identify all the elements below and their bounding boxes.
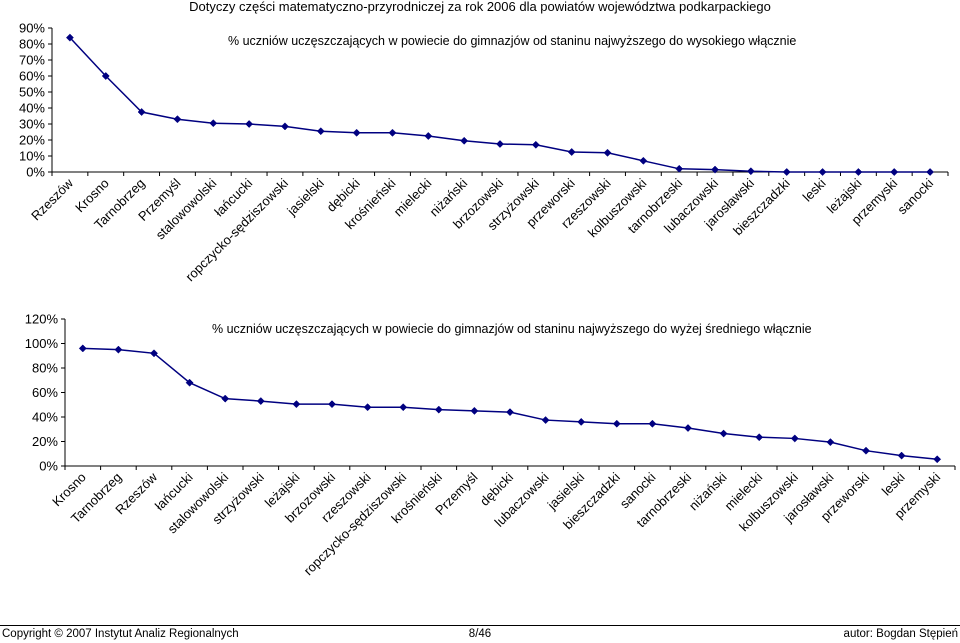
data-point bbox=[114, 345, 123, 354]
data-point bbox=[388, 128, 397, 137]
data-point bbox=[352, 128, 361, 137]
data-point bbox=[854, 168, 863, 176]
data-point bbox=[818, 168, 827, 176]
data-point bbox=[209, 119, 218, 128]
data-point bbox=[460, 136, 469, 145]
y-tick-label: 20% bbox=[19, 133, 45, 148]
x-tick-label: jasielski bbox=[283, 175, 327, 219]
data-point bbox=[746, 167, 755, 176]
chart-bottom: 0%20%40%60%80%100%120%KrosnoTarnobrzegRz… bbox=[25, 312, 956, 578]
data-point bbox=[755, 433, 764, 442]
y-tick-label: 60% bbox=[32, 385, 58, 400]
data-point bbox=[506, 408, 514, 417]
data-point bbox=[826, 438, 835, 447]
data-point bbox=[281, 122, 289, 131]
data-point bbox=[399, 403, 408, 412]
data-point bbox=[434, 405, 443, 414]
y-tick-label: 80% bbox=[32, 361, 58, 376]
x-tick-label: sanocki bbox=[894, 175, 936, 217]
data-point bbox=[577, 417, 586, 426]
y-tick-label: 40% bbox=[32, 410, 58, 425]
y-tick-label: 30% bbox=[19, 117, 45, 132]
x-tick-label: mielecki bbox=[391, 175, 435, 219]
y-tick-label: 80% bbox=[19, 37, 45, 52]
data-point bbox=[675, 164, 684, 173]
x-tick-label: Rzeszów bbox=[28, 175, 76, 223]
data-point bbox=[292, 400, 301, 409]
y-tick-label: 0% bbox=[39, 459, 58, 474]
data-point bbox=[470, 406, 479, 415]
y-tick-label: 0% bbox=[26, 165, 45, 180]
data-point bbox=[790, 434, 799, 443]
data-point bbox=[567, 148, 576, 156]
series-line bbox=[69, 37, 931, 173]
footer-copyright: Copyright © 2007 Instytut Analiz Regiona… bbox=[2, 628, 239, 640]
data-point bbox=[328, 400, 336, 409]
data-point bbox=[541, 416, 550, 425]
x-tick-label: leski bbox=[800, 175, 829, 204]
data-point bbox=[897, 451, 906, 460]
data-point bbox=[150, 349, 158, 358]
data-point bbox=[316, 127, 325, 136]
data-point bbox=[603, 148, 612, 157]
data-point bbox=[639, 156, 648, 165]
data-point bbox=[363, 403, 372, 412]
data-point bbox=[890, 168, 899, 176]
footer-author: autor: Bogdan Stępień bbox=[843, 628, 958, 640]
y-tick-label: 50% bbox=[19, 85, 45, 100]
data-point bbox=[78, 344, 87, 353]
page-footer: 8/46 Copyright © 2007 Instytut Analiz Re… bbox=[0, 625, 960, 643]
data-point bbox=[245, 120, 254, 128]
data-point bbox=[256, 397, 265, 406]
y-tick-label: 120% bbox=[25, 312, 59, 327]
data-point bbox=[612, 419, 621, 428]
data-point bbox=[782, 168, 791, 176]
series-label: % uczniów uczęszczających w powiecie do … bbox=[212, 322, 812, 336]
data-point bbox=[862, 446, 870, 455]
data-point bbox=[137, 108, 146, 116]
y-tick-label: 90% bbox=[19, 21, 45, 36]
data-point bbox=[933, 455, 942, 464]
data-point bbox=[65, 33, 74, 42]
data-point bbox=[221, 394, 230, 403]
y-tick-label: 100% bbox=[25, 336, 59, 351]
chart-top: 0%10%20%30%40%50%60%70%80%90%RzeszówKros… bbox=[19, 21, 949, 284]
data-point bbox=[719, 429, 728, 438]
y-tick-label: 20% bbox=[32, 434, 58, 449]
y-tick-label: 40% bbox=[19, 101, 45, 116]
data-point bbox=[711, 165, 719, 174]
data-point bbox=[496, 140, 504, 148]
y-tick-label: 70% bbox=[19, 53, 45, 68]
series-line bbox=[82, 347, 938, 461]
series-label: % uczniów uczęszczających w powiecie do … bbox=[228, 34, 796, 48]
data-point bbox=[173, 115, 182, 124]
footer-page-number: 8/46 bbox=[468, 628, 492, 640]
data-point bbox=[926, 168, 935, 176]
data-point bbox=[531, 140, 540, 149]
y-tick-label: 10% bbox=[19, 149, 45, 164]
data-point bbox=[684, 424, 692, 432]
page-title: Dotyczy części matematyczno-przyrodnicze… bbox=[189, 0, 771, 14]
data-point bbox=[424, 132, 433, 140]
data-point bbox=[185, 378, 194, 387]
x-tick-label: niżański bbox=[686, 469, 730, 513]
y-tick-label: 60% bbox=[19, 69, 45, 84]
data-point bbox=[101, 72, 110, 80]
x-tick-label: leski bbox=[879, 469, 908, 498]
data-point bbox=[648, 419, 657, 428]
